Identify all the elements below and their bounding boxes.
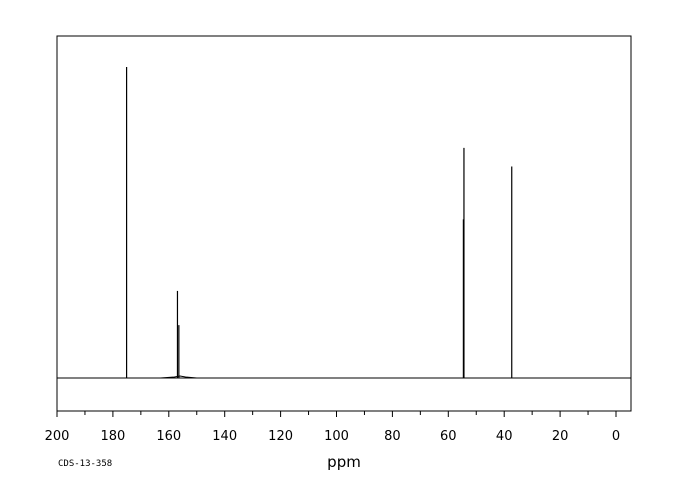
x-tick-label: 40 [496,429,513,444]
x-tick-label: 100 [324,429,349,444]
x-tick-label: 60 [440,429,457,444]
plot-frame [56,35,632,412]
x-tick-label: 180 [100,429,125,444]
spectrum-baseline-hump [160,375,197,379]
x-tick-label: 200 [45,429,70,444]
x-tick-label: 80 [384,429,401,444]
x-tick-label: 0 [612,429,620,444]
x-tick-label: 140 [212,429,237,444]
x-axis-title: ppm [327,453,361,471]
plot-area [56,35,632,412]
spectrum-code-label: CDS-13-358 [58,459,112,469]
x-tick-label: 20 [552,429,569,444]
x-axis: 200 180 160 140 120 100 80 60 40 20 0 [45,411,620,444]
x-tick-label: 160 [156,429,181,444]
x-tick-label: 120 [268,429,293,444]
